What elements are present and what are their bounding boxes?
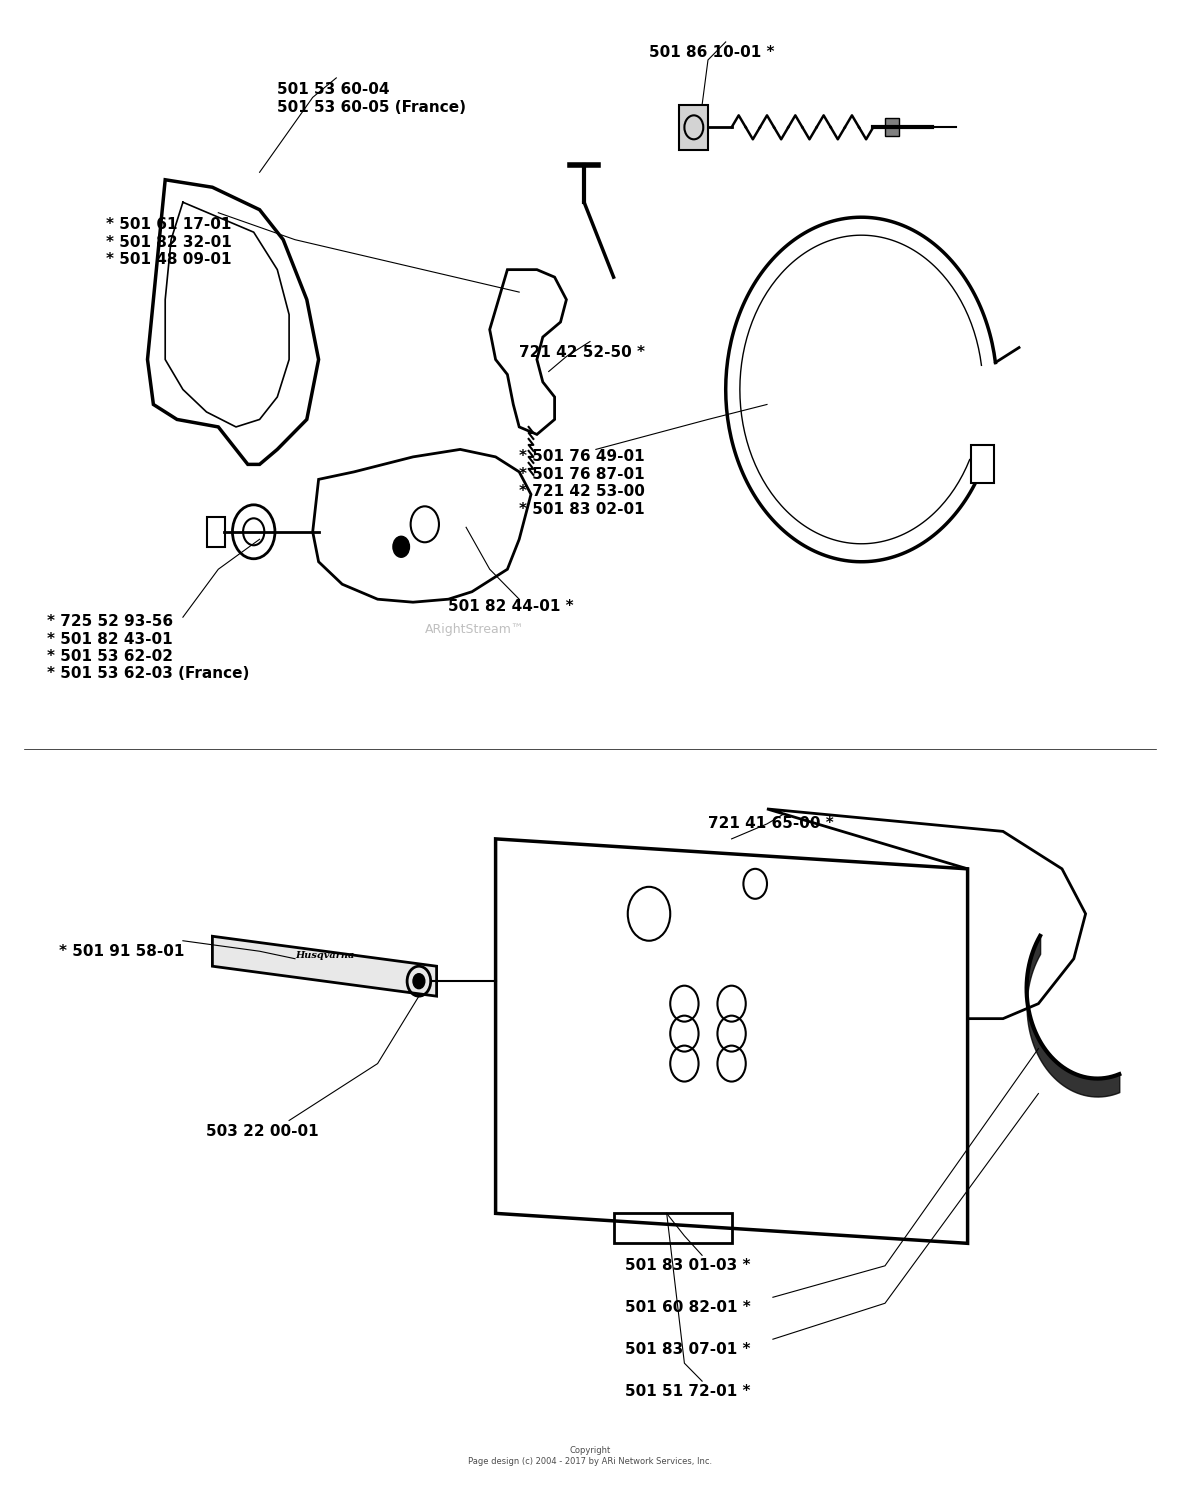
Circle shape [413, 974, 425, 989]
Text: Copyright
Page design (c) 2004 - 2017 by ARi Network Services, Inc.: Copyright Page design (c) 2004 - 2017 by… [468, 1447, 712, 1465]
Text: 721 42 52-50 *: 721 42 52-50 * [519, 345, 645, 360]
Text: ARightStream™: ARightStream™ [425, 623, 524, 635]
Text: 721 41 65-00 *: 721 41 65-00 * [708, 816, 834, 831]
FancyBboxPatch shape [678, 105, 708, 150]
Text: * 725 52 93-56
* 501 82 43-01
* 501 53 62-02
* 501 53 62-03 (France): * 725 52 93-56 * 501 82 43-01 * 501 53 6… [47, 614, 250, 682]
Text: 503 22 00-01: 503 22 00-01 [206, 1124, 319, 1138]
Polygon shape [212, 936, 437, 996]
Circle shape [393, 536, 409, 557]
FancyBboxPatch shape [206, 517, 225, 547]
Bar [970, 445, 994, 482]
Text: 501 83 01-03 *: 501 83 01-03 * [625, 1258, 750, 1273]
Text: * 501 91 58-01: * 501 91 58-01 [59, 944, 184, 959]
Text: Husqvarna: Husqvarna [295, 951, 354, 960]
FancyBboxPatch shape [885, 118, 899, 136]
Text: 501 53 60-04
501 53 60-05 (France): 501 53 60-04 501 53 60-05 (France) [277, 82, 466, 115]
Text: 501 83 07-01 *: 501 83 07-01 * [625, 1342, 750, 1357]
Text: 501 82 44-01 *: 501 82 44-01 * [448, 599, 573, 614]
Text: 501 86 10-01 *: 501 86 10-01 * [649, 45, 774, 60]
Text: * 501 61 17-01
* 501 82 32-01
* 501 48 09-01: * 501 61 17-01 * 501 82 32-01 * 501 48 0… [106, 217, 232, 267]
Text: 501 51 72-01 *: 501 51 72-01 * [625, 1384, 750, 1399]
Text: 501 60 82-01 *: 501 60 82-01 * [625, 1300, 752, 1315]
Text: * 501 76 49-01
* 501 76 87-01
* 721 42 53-00
* 501 83 02-01: * 501 76 49-01 * 501 76 87-01 * 721 42 5… [519, 449, 645, 517]
